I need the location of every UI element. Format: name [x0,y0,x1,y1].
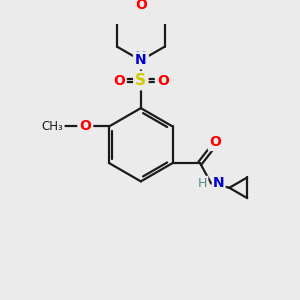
Text: O: O [135,0,147,13]
Text: O: O [210,135,221,149]
Text: O: O [113,74,125,88]
Text: O: O [157,74,169,88]
Text: H: H [198,177,207,190]
Text: S: S [135,73,146,88]
Text: N: N [135,53,147,68]
Text: CH₃: CH₃ [42,120,63,133]
Text: O: O [80,119,91,134]
Text: N: N [135,50,147,64]
Text: N: N [213,176,224,190]
